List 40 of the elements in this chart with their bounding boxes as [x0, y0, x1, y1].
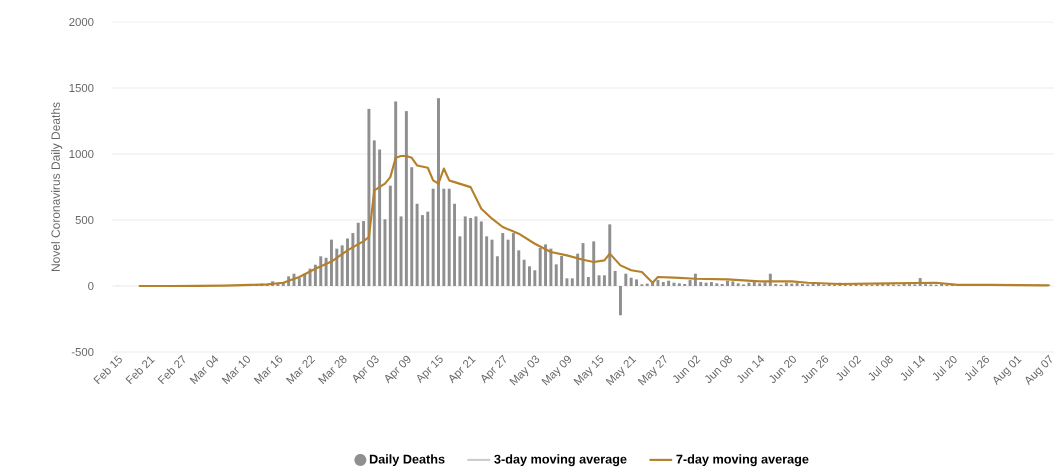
- y-tick-label: 500: [75, 215, 94, 224]
- x-tick-label: Jul 26: [964, 355, 989, 381]
- legend-label: 7-day moving average: [676, 454, 809, 467]
- y-axis-title: Novel Coronavirus Daily Deaths: [51, 102, 63, 272]
- x-tick-label: Mar 28: [317, 355, 347, 385]
- x-tick-label: Jun 20: [769, 355, 796, 383]
- legend-label: Daily Deaths: [369, 454, 445, 467]
- x-tick-label: Mar 16: [253, 355, 283, 385]
- x-tick-label: Apr 09: [385, 355, 411, 384]
- x-tick-label: May 15: [573, 354, 604, 386]
- x-tick-label: Jun 14: [737, 355, 765, 383]
- x-tick-label: Jun 08: [705, 355, 732, 383]
- x-tick-label: Jul 14: [900, 355, 925, 381]
- x-tick-label: Mar 22: [285, 355, 316, 385]
- x-tick-label: Apr 03: [352, 355, 379, 384]
- x-tick-label: Aug 07: [1025, 354, 1052, 386]
- y-tick-label: 0: [88, 281, 94, 290]
- x-tick-label: Jul 08: [868, 355, 893, 381]
- x-tick-label: Feb 15: [93, 355, 122, 385]
- x-tick-label: Feb 27: [157, 354, 186, 385]
- x-tick-label: Feb 21: [125, 356, 155, 385]
- y-tick-label: 2000: [69, 18, 94, 26]
- y-tick-label: 1500: [69, 83, 94, 92]
- x-tick-label: Jun 26: [801, 355, 829, 383]
- x-tick-label: Jun 02: [673, 355, 701, 383]
- legend-label: 3-day moving average: [494, 454, 627, 467]
- x-tick-label: Apr 15: [417, 354, 443, 384]
- x-tick-label: May 21: [605, 356, 637, 386]
- y-tick-label: 1000: [69, 149, 94, 158]
- x-tick-label: May 03: [509, 355, 540, 386]
- y-tick-label: -500: [71, 347, 94, 356]
- x-tick-label: May 27: [637, 354, 667, 386]
- x-tick-label: Mar 10: [221, 355, 250, 385]
- x-tick-label: Apr 21: [449, 356, 476, 384]
- x-tick-label: May 09: [541, 355, 572, 386]
- x-tick-label: Aug 01: [993, 356, 1022, 386]
- x-tick-label: Jul 20: [932, 355, 957, 381]
- x-tick-label: Mar 04: [189, 355, 219, 385]
- x-tick-label: Jul 02: [836, 355, 862, 381]
- x-tick-label: Apr 27: [481, 354, 506, 384]
